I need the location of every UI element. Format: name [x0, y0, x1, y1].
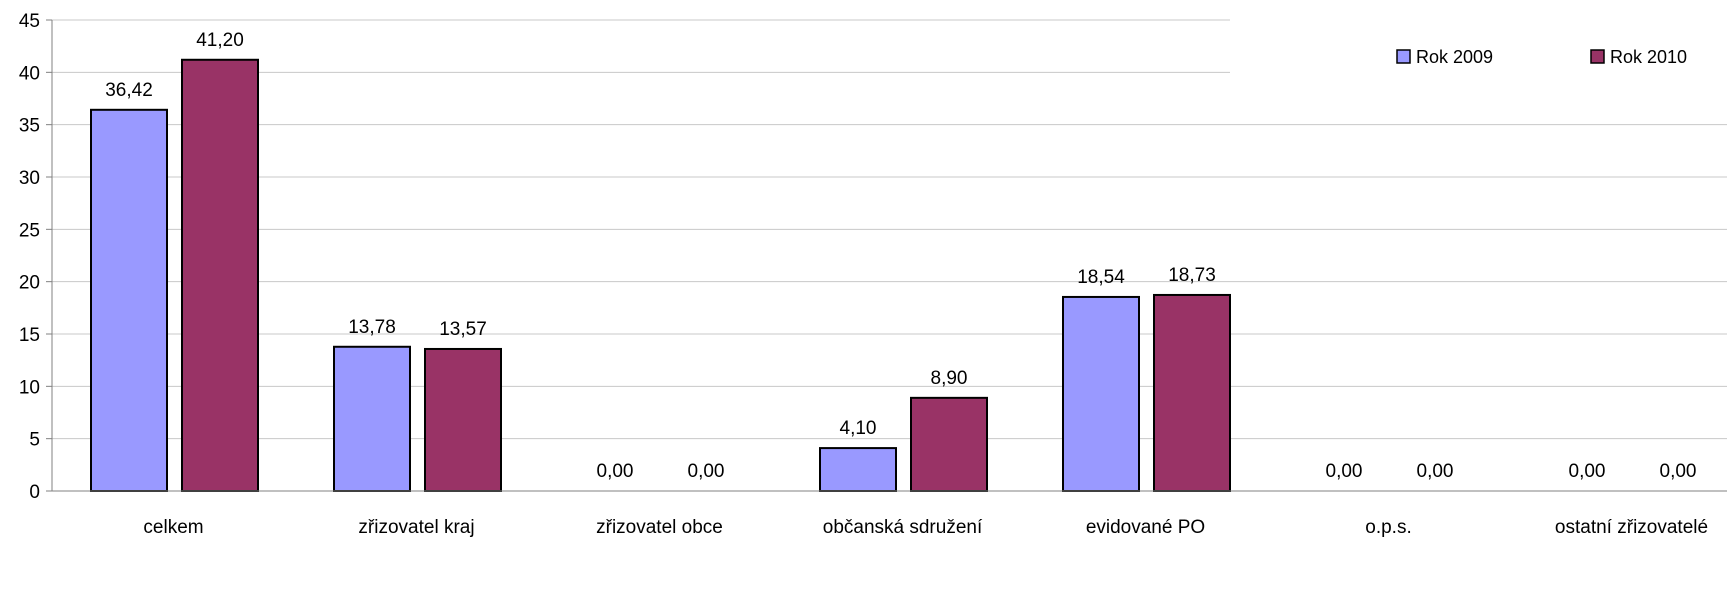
data-label: 0,00 [1569, 461, 1606, 482]
y-tick-label: 30 [19, 168, 40, 189]
y-tick-label: 15 [19, 325, 40, 346]
x-category-label: zřizovatel kraj [358, 517, 474, 538]
y-tick-label: 35 [19, 116, 40, 137]
y-tick-label: 5 [29, 430, 40, 451]
data-label: 4,10 [840, 418, 877, 439]
data-labels: 36,42 41,20 13,78 13,57 0,00 0,00 4,10 8,90 18,5… [105, 30, 1696, 482]
y-tick-label: 20 [19, 273, 40, 294]
bars [90, 58, 1231, 493]
bar-rok-2010 [1153, 293, 1231, 492]
bar-rok-2009 [1062, 295, 1140, 492]
x-category-label: evidované PO [1086, 517, 1205, 538]
legend-label: Rok 2009 [1416, 47, 1493, 67]
bar-rok-2009 [333, 345, 411, 493]
data-label: 0,00 [597, 461, 634, 482]
bar-rok-2010 [910, 396, 988, 493]
data-label: 36,42 [105, 80, 153, 101]
y-tick-label: 10 [19, 377, 40, 398]
data-label: 13,57 [439, 319, 487, 340]
data-label: 0,00 [1326, 461, 1363, 482]
y-tick-label: 45 [19, 11, 40, 32]
x-category-label: občanská sdružení [823, 517, 983, 538]
y-tick-label: 40 [19, 63, 40, 84]
data-label: 41,20 [196, 30, 244, 51]
x-category-label: celkem [143, 517, 203, 538]
bar-rok-2009 [90, 108, 168, 493]
legend-swatch [1396, 49, 1411, 64]
data-label: 0,00 [688, 461, 725, 482]
x-category-label: ostatní zřizovatelé [1555, 517, 1708, 538]
x-axis: celkem zřizovatel kraj zřizovatel obce obča… [52, 490, 1727, 538]
data-label: 18,73 [1168, 265, 1216, 286]
data-label: 18,54 [1077, 267, 1125, 288]
data-label: 8,90 [931, 368, 968, 389]
x-category-label: zřizovatel obce [596, 517, 723, 538]
data-label: 13,78 [348, 317, 396, 338]
legend: Rok 2009 Rok 2010 [1396, 47, 1687, 67]
bar-rok-2010 [181, 58, 259, 492]
y-tick-label: 0 [29, 482, 40, 503]
data-label: 0,00 [1660, 461, 1697, 482]
data-label: 0,00 [1417, 461, 1454, 482]
y-axis: 0 5 10 15 20 25 30 35 40 45 [19, 11, 53, 503]
legend-swatch [1590, 49, 1605, 64]
gridlines [52, 19, 1727, 440]
legend-label: Rok 2010 [1610, 47, 1687, 67]
bar-rok-2009 [819, 447, 897, 493]
y-tick-label: 25 [19, 220, 40, 241]
x-category-label: o.p.s. [1365, 517, 1411, 538]
bar-rok-2010 [424, 347, 502, 493]
